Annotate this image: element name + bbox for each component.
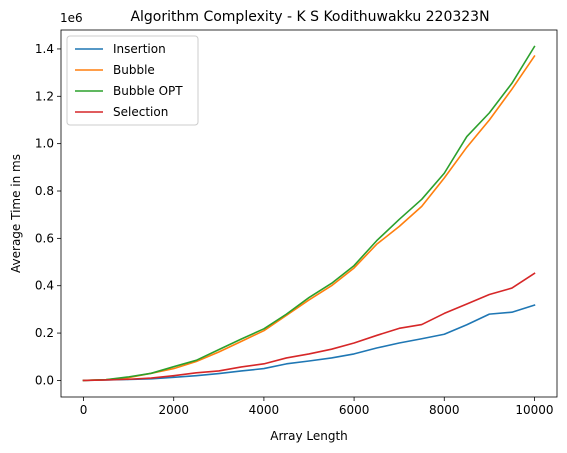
series-line-insertion bbox=[82, 304, 536, 382]
x-tick-label: 6000 bbox=[339, 403, 370, 417]
series-line-selection bbox=[82, 272, 536, 382]
legend-label: Bubble bbox=[113, 63, 155, 77]
axes: 0 2000 4000 6000 8000 10000 0.0 0.2 0.4 0.6 0.8 1.0… bbox=[35, 42, 554, 417]
x-axis-label: Array Length bbox=[270, 429, 348, 443]
y-tick-label: 0.4 bbox=[35, 279, 54, 293]
x-tick-label: 0 bbox=[80, 403, 88, 417]
plot-area bbox=[82, 45, 536, 382]
y-offset-label: 1e6 bbox=[60, 11, 83, 25]
y-tick-label: 0.2 bbox=[35, 326, 54, 340]
y-tick-label: 1.2 bbox=[35, 89, 54, 103]
x-tick-label: 4000 bbox=[249, 403, 280, 417]
y-tick-label: 0.8 bbox=[35, 184, 54, 198]
series-line-bubble-opt bbox=[82, 45, 536, 382]
legend: Insertion Bubble Bubble OPT Selection bbox=[66, 35, 199, 126]
y-tick-label: 1.0 bbox=[35, 137, 54, 151]
legend-box bbox=[66, 35, 199, 126]
y-tick-label: 0.0 bbox=[35, 373, 54, 387]
y-axis-label: Average Time in ms bbox=[9, 154, 23, 273]
x-tick-label: 2000 bbox=[158, 403, 189, 417]
chart-title: Algorithm Complexity - K S Kodithuwakku … bbox=[130, 9, 489, 25]
legend-label: Bubble OPT bbox=[113, 84, 183, 98]
legend-label: Insertion bbox=[113, 42, 166, 56]
legend-label: Selection bbox=[113, 105, 168, 119]
x-tick-label: 8000 bbox=[429, 403, 460, 417]
y-tick-label: 0.6 bbox=[35, 231, 54, 245]
y-tick-label: 1.4 bbox=[35, 42, 54, 56]
plot-frame bbox=[60, 29, 558, 398]
x-tick-label: 10000 bbox=[515, 403, 553, 417]
